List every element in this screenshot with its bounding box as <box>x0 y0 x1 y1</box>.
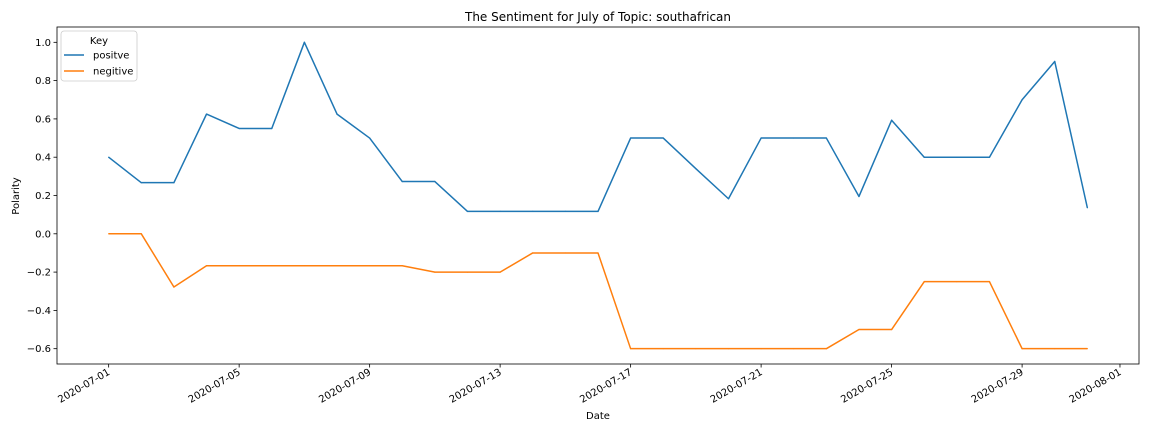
data-point-positve <box>858 195 860 198</box>
data-point-negitive <box>956 281 958 283</box>
data-point-positve <box>564 210 566 212</box>
data-point-negitive <box>597 252 599 254</box>
data-point-positve <box>630 137 632 139</box>
legend: Key positve negitive <box>60 30 138 82</box>
data-point-negitive <box>923 281 925 283</box>
axes-frame <box>56 26 1140 365</box>
y-axis-label: Polarity <box>11 177 22 215</box>
x-tick-label: 2020-07-09 <box>317 367 373 406</box>
data-point-positve <box>1086 207 1088 209</box>
data-point-negitive <box>1021 348 1023 350</box>
y-tick-label: 0.2 <box>35 191 51 202</box>
y-tick-label: 1.0 <box>35 38 51 49</box>
data-point-positve <box>466 210 469 212</box>
series-line-negitive <box>108 233 1088 350</box>
y-tick-label: 0.6 <box>35 114 51 125</box>
y-tick-label: 0.0 <box>35 229 51 240</box>
data-point-negitive <box>760 348 762 350</box>
series-line-positve <box>108 41 1089 213</box>
data-point-negitive <box>891 328 893 331</box>
data-point-negitive <box>1086 348 1088 350</box>
legend-label-negitive: negitive <box>93 67 133 78</box>
x-axis-label: Date <box>586 411 610 422</box>
data-point-positve <box>825 137 827 139</box>
data-point-negitive <box>695 348 697 350</box>
data-point-positve <box>401 180 403 183</box>
data-point-positve <box>1054 60 1056 63</box>
data-point-positve <box>140 182 142 184</box>
data-point-negitive <box>662 348 664 350</box>
data-point-negitive <box>238 265 240 267</box>
data-point-negitive <box>401 265 403 267</box>
data-point-positve <box>303 41 305 43</box>
data-point-positve <box>760 137 762 139</box>
data-point-negitive <box>793 348 795 350</box>
data-point-negitive <box>466 271 469 273</box>
data-point-negitive <box>173 286 175 288</box>
x-tick-label: 2020-07-13 <box>448 367 504 406</box>
data-point-positve <box>434 180 436 183</box>
data-point-positve <box>727 198 730 200</box>
data-point-positve <box>891 119 893 121</box>
data-point-positve <box>532 210 534 212</box>
data-point-positve <box>956 156 958 158</box>
x-tick-label: 2020-07-17 <box>578 367 634 406</box>
data-point-positve <box>662 137 664 139</box>
data-point-positve <box>695 168 697 170</box>
data-point-positve <box>205 113 208 115</box>
data-point-positve <box>1021 99 1023 101</box>
legend-box <box>60 30 138 82</box>
data-point-positve <box>793 137 795 139</box>
y-tick-label: −0.4 <box>27 306 51 317</box>
x-tick-label: 2020-07-21 <box>709 367 765 406</box>
legend-label-positve: positve <box>93 51 129 62</box>
data-point-positve <box>173 182 175 184</box>
data-point-negitive <box>825 348 827 350</box>
data-point-negitive <box>303 265 305 267</box>
data-point-positve <box>369 137 371 139</box>
data-point-negitive <box>988 281 991 283</box>
x-tick-label: 2020-07-29 <box>970 367 1026 406</box>
data-point-negitive <box>630 348 632 350</box>
data-point-negitive <box>140 233 142 235</box>
data-point-positve <box>597 210 599 212</box>
data-point-negitive <box>205 265 208 267</box>
plot-area: 1.0 0.8 0.6 0.4 0.2 0.0 −0.2 −0.4 −0.6 2020-07-01… <box>27 38 1124 406</box>
x-tick-label: 2020-07-01 <box>56 367 112 406</box>
data-point-positve <box>108 156 110 158</box>
data-point-negitive <box>564 252 566 254</box>
data-point-negitive <box>532 252 534 254</box>
data-point-negitive <box>727 348 730 350</box>
data-point-positve <box>271 127 273 130</box>
data-point-negitive <box>499 271 501 273</box>
data-point-positve <box>238 127 240 130</box>
data-point-negitive <box>434 271 436 273</box>
y-tick-label: 0.8 <box>35 76 51 87</box>
data-point-negitive <box>271 265 273 267</box>
x-tick-label: 2020-08-01 <box>1068 367 1124 406</box>
x-tick-label: 2020-07-05 <box>187 367 243 406</box>
data-point-negitive <box>108 233 110 235</box>
x-tick-label: 2020-07-25 <box>839 367 895 406</box>
data-point-negitive <box>336 265 338 267</box>
y-tick-label: 0.4 <box>35 153 51 164</box>
y-tick-label: −0.2 <box>27 268 51 279</box>
chart-title: The Sentiment for July of Topic: southaf… <box>464 10 731 24</box>
data-point-negitive <box>858 328 860 331</box>
data-point-positve <box>923 156 925 158</box>
data-point-negitive <box>1054 348 1056 350</box>
data-point-positve <box>499 210 501 212</box>
data-point-positve <box>988 156 991 158</box>
y-tick-label: −0.6 <box>27 344 51 355</box>
legend-title: Key <box>90 36 108 47</box>
data-point-negitive <box>369 265 371 267</box>
data-point-positve <box>336 113 338 115</box>
